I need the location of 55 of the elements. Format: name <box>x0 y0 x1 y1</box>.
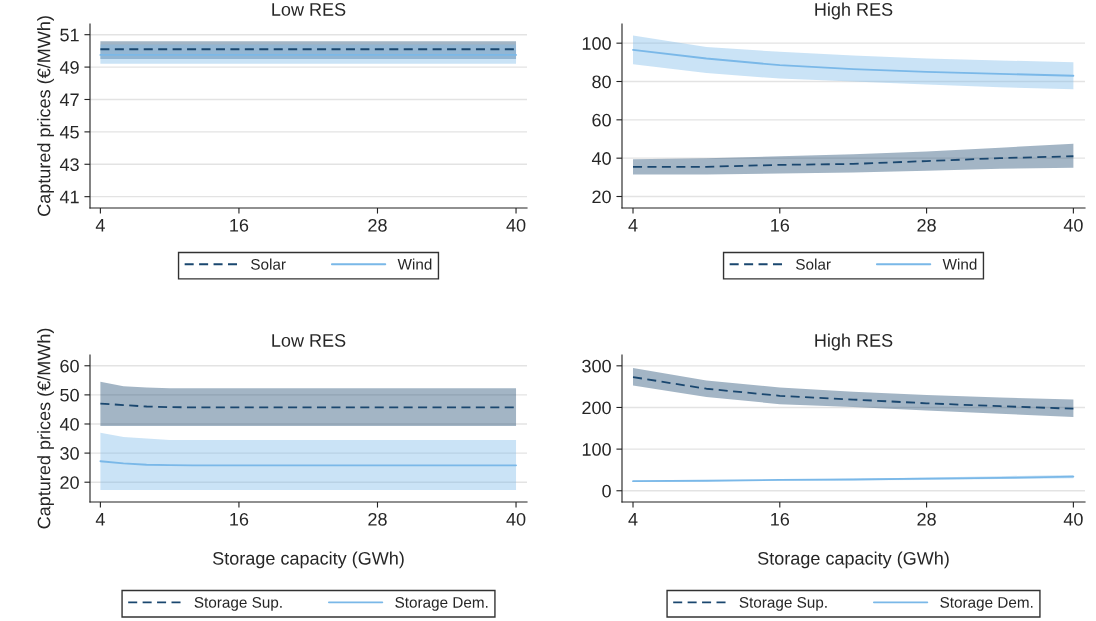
y-tick-label: 50 <box>60 388 79 402</box>
x-tick-label: 16 <box>771 512 790 526</box>
y-tick-label: 43 <box>59 158 79 171</box>
y-tick-label: 60 <box>60 359 79 373</box>
x-tick-label: 16 <box>230 218 249 232</box>
y-tick-label: 40 <box>591 152 611 165</box>
chart-title: High RES <box>815 2 893 20</box>
x-tick-label: 40 <box>1063 218 1083 232</box>
legend-label: Wind <box>397 258 432 270</box>
legend-label: Solar <box>251 258 286 270</box>
x-tick-label: 4 <box>628 513 638 526</box>
legend-label: Storage Dem. <box>395 597 488 611</box>
y-tick-label: 80 <box>592 75 611 89</box>
y-tick-label: 49 <box>59 61 79 74</box>
y-tick-label: 20 <box>592 190 611 204</box>
y-tick-label: 60 <box>592 113 611 127</box>
x-tick-label: 16 <box>230 512 249 526</box>
x-tick-label: 4 <box>95 513 105 526</box>
y-tick-label: 20 <box>60 476 79 489</box>
x-tick-label: 28 <box>368 512 387 526</box>
legend-label: Solar <box>796 258 831 270</box>
x-tick-label: 4 <box>95 219 105 232</box>
x-tick-label: 40 <box>1063 512 1083 526</box>
y-tick-label: 47 <box>59 93 79 107</box>
x-axis-title: Storage capacity (GWh) <box>213 551 404 569</box>
legend-label: Storage Sup. <box>194 597 282 611</box>
legend-label: Storage Dem. <box>940 597 1033 611</box>
x-tick-label: 16 <box>771 218 790 232</box>
y-tick-label: 45 <box>59 125 79 139</box>
y-tick-label: 300 <box>582 359 611 373</box>
line-series <box>632 48 1075 77</box>
y-tick-label: 100 <box>582 443 611 456</box>
y-axis-title: Captured prices (€/MWh) <box>37 328 54 529</box>
x-tick-label: 40 <box>506 218 526 232</box>
y-tick-label: 41 <box>59 190 79 204</box>
x-tick-label: 40 <box>506 512 526 526</box>
legend-label: Storage Sup. <box>739 597 827 611</box>
chart-title: High RES <box>815 333 893 351</box>
line-series <box>632 376 1075 410</box>
chart-title: Low RES <box>272 334 346 347</box>
x-tick-label: 4 <box>628 219 638 232</box>
chart-title: Low RES <box>272 3 346 16</box>
legend-label: Wind <box>942 258 977 270</box>
y-tick-label: 200 <box>582 401 611 415</box>
x-axis-title: Storage capacity (GWh) <box>758 551 949 569</box>
x-tick-label: 28 <box>917 512 936 526</box>
y-axis-title: Captured prices (€/MWh) <box>37 16 54 216</box>
x-tick-label: 28 <box>917 218 936 232</box>
x-tick-label: 28 <box>368 218 387 232</box>
y-tick-label: 0 <box>602 484 611 498</box>
y-tick-label: 30 <box>60 447 79 460</box>
y-tick-label: 40 <box>59 417 79 431</box>
y-tick-label: 51 <box>60 28 79 42</box>
line-series <box>632 155 1075 168</box>
y-tick-label: 100 <box>582 37 611 50</box>
